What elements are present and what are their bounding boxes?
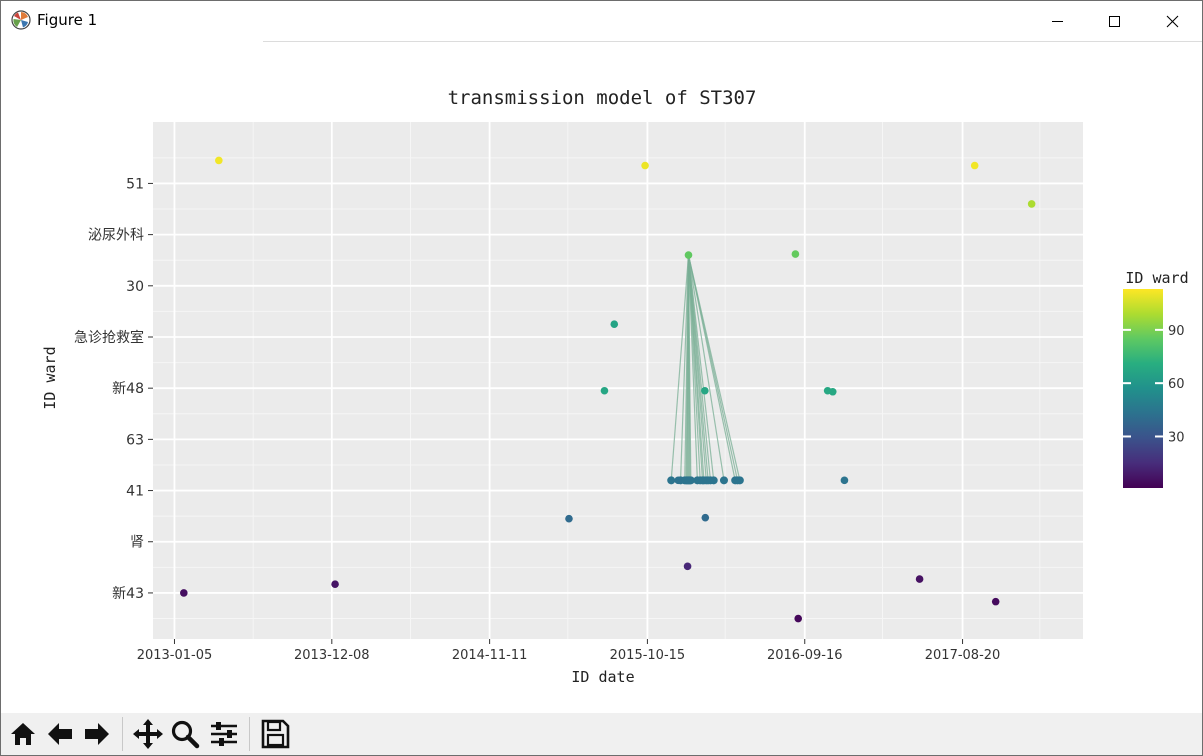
minimize-icon[interactable] [1028, 1, 1086, 41]
y-tick-label: 30 [126, 279, 144, 295]
toolbar-separator [122, 717, 123, 751]
save-icon[interactable] [259, 717, 291, 751]
forward-arrow-icon[interactable] [81, 717, 113, 751]
x-tick-label: 2016-09-16 [767, 648, 843, 663]
scatter-point [840, 476, 849, 485]
plot-panel [153, 122, 1083, 639]
y-tick-label: 41 [126, 484, 144, 500]
y-axis-label: ID ward [41, 346, 59, 409]
scatter-point [180, 589, 188, 597]
scatter-point [600, 386, 609, 395]
minor-gridlines [153, 122, 1083, 639]
colorbar-label: ID ward [1125, 269, 1188, 287]
scatter-point [610, 320, 619, 328]
cluster-point [667, 476, 676, 485]
scatter-point [794, 614, 803, 623]
scatter-point [828, 387, 837, 396]
y-axis-ticks: 新43 肾 41 63 新48 急诊抢救室 30 泌尿外科 51 [74, 176, 153, 602]
cluster-point [735, 476, 744, 485]
edge-line [687, 254, 741, 481]
y-tick-label: 新43 [112, 586, 144, 602]
colorbar-tick-label: 60 [1168, 377, 1185, 392]
y-tick-label: 63 [126, 432, 144, 448]
scatter-point [565, 514, 573, 523]
cluster-point [719, 476, 728, 485]
chart-canvas: transmission model of ST307 2013-01-05 20… [41, 87, 1189, 686]
window-title: Figure 1 [37, 11, 98, 29]
y-tick-label: 急诊抢救室 [74, 329, 144, 346]
scatter-point [701, 386, 709, 395]
colorbar: ID ward 30 60 90 [1123, 269, 1189, 488]
scatter-point [215, 156, 223, 165]
x-tick-label: 2014-11-11 [452, 648, 528, 663]
scatter-point [674, 476, 683, 485]
edge-line [679, 255, 690, 481]
pan-icon[interactable] [132, 717, 164, 751]
data-points [180, 156, 1036, 623]
scatter-point [641, 161, 649, 170]
home-icon[interactable] [7, 717, 39, 751]
y-tick-label: 泌尿外科 [88, 228, 144, 244]
matplotlib-icon [11, 10, 31, 30]
colorbar-tick-label: 30 [1168, 430, 1185, 445]
scatter-point [684, 251, 693, 259]
scatter-point [701, 513, 710, 522]
colorbar-ticks: 30 60 90 [1123, 324, 1185, 445]
edge-line [687, 255, 692, 481]
y-tick-label: 新48 [112, 381, 144, 397]
edge-line [670, 255, 690, 481]
x-axis-label: ID date [571, 668, 634, 686]
edge-line [687, 254, 725, 481]
configure-subplots-icon[interactable] [208, 717, 240, 751]
back-arrow-icon[interactable] [44, 717, 76, 751]
x-tick-label: 2013-01-05 [137, 648, 213, 663]
scatter-point [991, 597, 1000, 606]
close-icon[interactable] [1144, 1, 1202, 41]
title-bar[interactable]: Figure 1 [1, 1, 1202, 41]
chart-title: transmission model of ST307 [448, 87, 757, 109]
colorbar-gradient [1123, 289, 1163, 488]
scatter-point [683, 562, 692, 571]
scatter-point [915, 575, 924, 583]
title-bar-divider [263, 41, 1202, 42]
scatter-point [791, 250, 800, 258]
major-gridlines [153, 122, 1083, 639]
cluster-point [686, 476, 695, 485]
colorbar-tick-label: 90 [1168, 324, 1185, 339]
x-tick-label: 2013-12-08 [294, 648, 370, 663]
scatter-point [331, 580, 339, 589]
y-tick-label: 肾 [130, 535, 144, 551]
transmission-edges [670, 254, 741, 481]
zoom-icon[interactable] [169, 717, 201, 751]
scatter-point [970, 161, 979, 170]
toolbar-separator [249, 717, 250, 751]
cluster-point [709, 476, 718, 485]
scatter-point [1027, 200, 1036, 208]
maximize-icon[interactable] [1086, 1, 1144, 41]
x-axis-ticks: 2013-01-05 2013-12-08 2014-11-11 2015-10-15… [137, 639, 1001, 663]
x-tick-label: 2017-08-20 [925, 648, 1001, 663]
y-tick-label: 51 [126, 176, 144, 192]
navigation-toolbar [1, 713, 1202, 755]
edge-line [687, 255, 715, 481]
x-tick-label: 2015-10-15 [610, 648, 686, 663]
